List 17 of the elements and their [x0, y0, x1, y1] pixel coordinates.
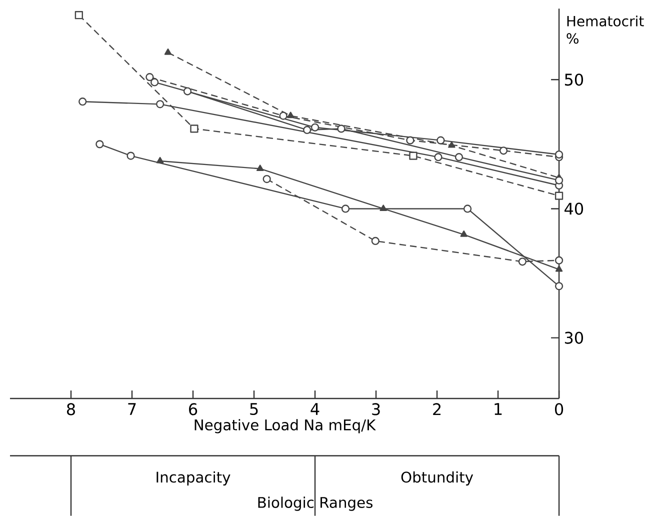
y-axis-title: Hematocrit %: [566, 16, 644, 44]
x-tick-label: 7: [128, 403, 136, 415]
x-tick-label: 2: [433, 403, 441, 416]
x-axis-title: Negative Load Na mEq/K: [194, 419, 376, 434]
x-tick-label: 8: [66, 403, 75, 416]
y-tick-label: 40: [564, 202, 584, 215]
text: Obtundity: [401, 471, 474, 486]
x-tick-label: 5: [250, 403, 258, 416]
y-tick-label: 50: [564, 74, 584, 86]
text: Biologic Ranges: [258, 496, 372, 511]
x-tick-label: 4: [310, 403, 320, 415]
x-tick-label: 3: [372, 403, 380, 416]
x-tick-label: 6: [189, 403, 198, 416]
x-tick-label: 0: [554, 403, 564, 416]
y-tick-label: 30: [564, 332, 584, 344]
text: Incapacity: [156, 471, 230, 486]
x-tick-label: 1: [494, 403, 502, 415]
